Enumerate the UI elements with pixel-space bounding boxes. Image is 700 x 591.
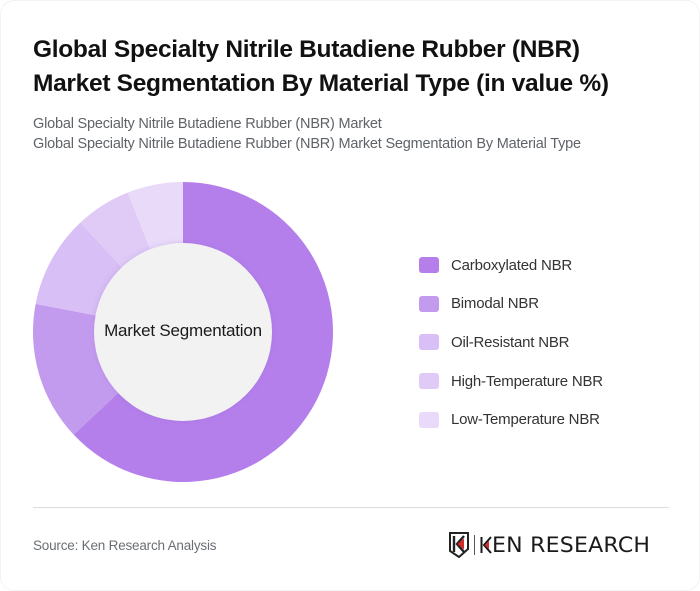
donut-center — [94, 243, 272, 421]
footer-divider — [33, 507, 669, 508]
donut-slices — [32, 182, 333, 482]
legend-item-carboxylated[interactable]: Carboxylated NBR — [419, 246, 603, 285]
ken-k-arrow-icon — [480, 536, 492, 554]
legend-swatch — [419, 373, 439, 390]
logo-text: EN RESEARCH — [492, 533, 651, 557]
legend-swatch — [419, 257, 439, 274]
title-line-1: Global Specialty Nitrile Butadiene Rubbe… — [33, 36, 580, 63]
title-line-2: Market Segmentation By Material Type (in… — [33, 70, 609, 97]
donut-chart — [32, 182, 333, 482]
legend-swatch — [419, 334, 439, 351]
legend-label: Oil-Resistant NBR — [451, 333, 570, 351]
ken-shield-icon — [449, 532, 469, 558]
legend-item-low-temperature[interactable]: Low-Temperature NBR — [419, 400, 603, 439]
legend-item-bimodal[interactable]: Bimodal NBR — [419, 285, 603, 324]
donut-slice-oil-resistant-nbr[interactable] — [35, 222, 123, 316]
legend-swatch — [419, 295, 439, 312]
legend-swatch — [419, 411, 439, 428]
donut-slice-bimodal-nbr[interactable] — [32, 303, 119, 435]
source-note: Source: Ken Research Analysis — [33, 538, 217, 553]
donut-center-label: Market Segmentation — [104, 321, 262, 340]
chart-legend: Carboxylated NBR Bimodal NBR Oil-Resista… — [419, 246, 603, 439]
donut-slice-carboxylated-nbr[interactable] — [73, 182, 333, 482]
ken-research-logo: EN RESEARCH — [448, 531, 650, 559]
donut-slice-low-temperature-nbr[interactable] — [127, 182, 183, 251]
legend-item-high-temperature[interactable]: High-Temperature NBR — [419, 362, 603, 401]
legend-label: Bimodal NBR — [451, 295, 539, 313]
subtitle-line-1: Global Specialty Nitrile Butadiene Rubbe… — [33, 116, 382, 132]
donut-slice-high-temperature-nbr[interactable] — [80, 192, 151, 268]
legend-label: High-Temperature NBR — [451, 372, 603, 390]
subtitle-line-2: Global Specialty Nitrile Butadiene Rubbe… — [33, 136, 581, 152]
legend-label: Low-Temperature NBR — [451, 411, 600, 429]
logo-separator — [474, 535, 475, 555]
legend-label: Carboxylated NBR — [451, 256, 573, 274]
chart-subtitle: Global Specialty Nitrile Butadiene Rubbe… — [33, 114, 683, 154]
chart-title: Global Specialty Nitrile Butadiene Rubbe… — [33, 33, 673, 101]
legend-item-oil-resistant[interactable]: Oil-Resistant NBR — [419, 323, 603, 362]
